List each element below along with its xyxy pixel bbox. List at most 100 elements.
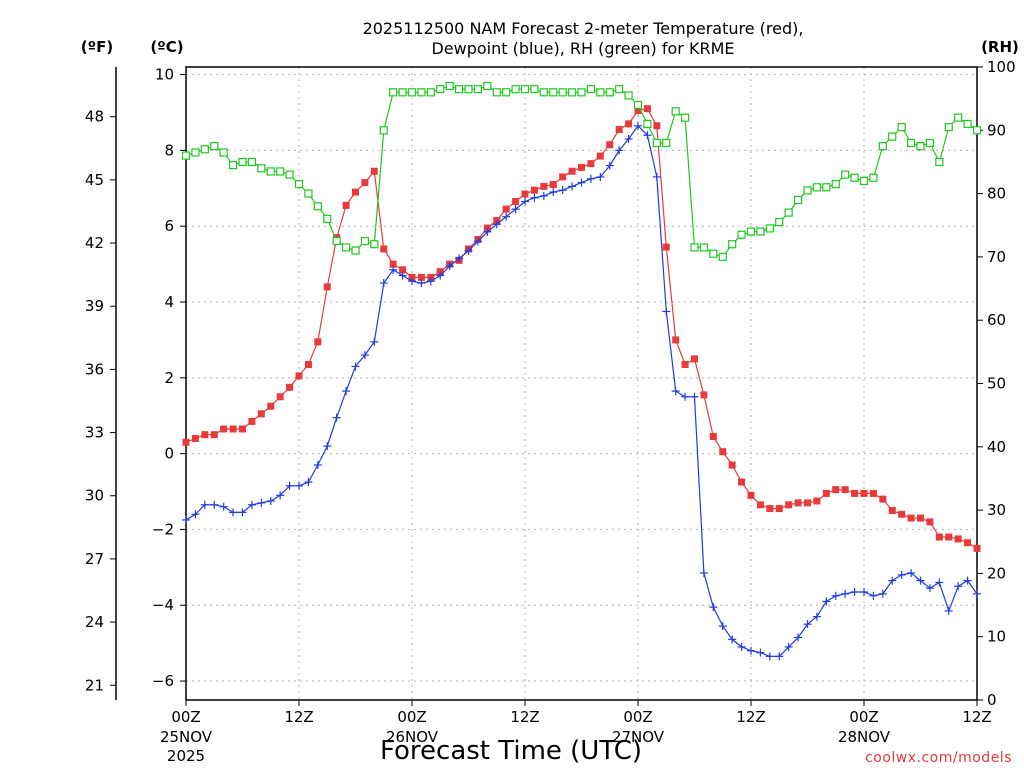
- rh-point: [906, 138, 916, 148]
- dewpoint-point: [841, 589, 850, 598]
- fahrenheit-tick-label: 36: [85, 360, 104, 378]
- rh-point: [935, 157, 944, 167]
- temperature-point: [389, 260, 397, 268]
- fahrenheit-unit-label: (ºF): [81, 38, 113, 56]
- temperature-point: [898, 510, 906, 518]
- x-tick-label: 12Z: [510, 708, 539, 726]
- rh-point: [633, 100, 643, 110]
- rh-point: [746, 227, 756, 236]
- rh-point: [351, 246, 360, 255]
- temperature-point: [502, 205, 510, 213]
- dewpoint-point: [615, 146, 624, 155]
- dewpoint-point: [624, 135, 633, 144]
- fahrenheit-tick-label: 27: [85, 550, 104, 568]
- temperature-point: [625, 120, 633, 128]
- rh-tick-label: 50: [987, 375, 1006, 393]
- rh-point: [662, 138, 671, 148]
- rh-point: [276, 167, 285, 176]
- rh-point: [756, 227, 765, 236]
- fahrenheit-tick-label: 33: [85, 424, 104, 442]
- dewpoint-point: [426, 277, 435, 286]
- rh-point: [643, 119, 652, 129]
- rh-point: [737, 230, 746, 239]
- rh-point: [728, 240, 737, 249]
- temperature-point: [888, 506, 896, 514]
- rh-point: [511, 85, 520, 94]
- rh-point: [859, 176, 869, 186]
- dewpoint-point: [652, 172, 661, 181]
- dewpoint-point: [765, 652, 774, 661]
- dewpoint-point: [511, 205, 520, 214]
- x-tick-label: 12Z: [962, 708, 991, 726]
- dewpoint-point: [436, 271, 445, 280]
- dewpoint-point: [238, 508, 247, 517]
- x-tick-date: 27NOV: [612, 728, 665, 746]
- dewpoint-point: [586, 174, 595, 183]
- temperature-point: [512, 198, 520, 206]
- temperature-point: [879, 495, 887, 503]
- temperature-point: [606, 141, 614, 149]
- dewpoint-point: [417, 279, 426, 288]
- temperature-point: [634, 107, 642, 115]
- x-tick-label: 12Z: [736, 708, 765, 726]
- dewpoint-point: [671, 387, 680, 396]
- series-line: [185, 124, 978, 658]
- x-tick-label: 00Z: [623, 708, 652, 726]
- dewpoint-point: [709, 603, 718, 612]
- dewpoint-point: [483, 227, 492, 236]
- data-series: [181, 81, 982, 661]
- temperature-point: [559, 173, 567, 181]
- x-tick-date: 25NOV: [160, 728, 213, 746]
- rh-point: [878, 142, 887, 151]
- dewpoint-point: [492, 220, 501, 229]
- temperature-point: [191, 434, 199, 442]
- fahrenheit-tick-label: 21: [85, 676, 104, 694]
- rh-point: [323, 214, 332, 224]
- dewpoint-point: [445, 261, 454, 270]
- celsius-tick-label: 8: [164, 141, 174, 159]
- rh-point: [398, 88, 407, 97]
- temperature-point: [540, 182, 548, 190]
- dewpoint-point: [718, 622, 727, 631]
- rh-tick-label: 30: [987, 501, 1006, 519]
- rh-point: [605, 88, 614, 97]
- rh-tick-label: 20: [987, 564, 1006, 582]
- temperature-point: [756, 501, 764, 509]
- fahrenheit-tick-label: 39: [85, 297, 104, 315]
- dewpoint-point: [398, 271, 407, 280]
- dewpoint-point: [313, 460, 322, 469]
- rh-point: [718, 252, 727, 261]
- temperature-point: [785, 501, 793, 509]
- series-temperature-c: [182, 105, 981, 552]
- temperature-point: [210, 431, 218, 439]
- fahrenheit-tick-label: 42: [85, 234, 104, 252]
- temperature-point: [182, 438, 190, 446]
- temperature-point: [860, 489, 868, 497]
- rh-point: [812, 183, 822, 192]
- temperature-point: [766, 505, 774, 513]
- rh-point: [389, 88, 398, 97]
- dewpoint-point: [502, 212, 511, 221]
- temperature-point: [615, 126, 623, 134]
- celsius-unit-label: (ºC): [150, 38, 183, 56]
- temperature-point: [286, 383, 294, 391]
- rh-point: [247, 157, 257, 167]
- rh-point: [370, 240, 379, 249]
- dewpoint-point: [200, 500, 209, 509]
- rh-point: [888, 132, 897, 141]
- dewpoint-point: [794, 633, 803, 642]
- dewpoint-point: [219, 502, 228, 511]
- dewpoint-point: [869, 591, 878, 600]
- rh-point: [454, 85, 464, 94]
- temperature-point: [399, 266, 407, 274]
- dewpoint-point: [266, 497, 275, 506]
- x-tick-label: 00Z: [171, 708, 200, 726]
- rh-point: [341, 243, 351, 252]
- dewpoint-point: [304, 478, 313, 487]
- fahrenheit-tick-label: 45: [85, 171, 104, 189]
- dewpoint-point: [323, 442, 332, 451]
- dewpoint-point: [351, 362, 360, 371]
- temperature-point: [361, 179, 369, 187]
- celsius-tick-label: −6: [152, 672, 174, 690]
- dewpoint-point: [210, 500, 219, 509]
